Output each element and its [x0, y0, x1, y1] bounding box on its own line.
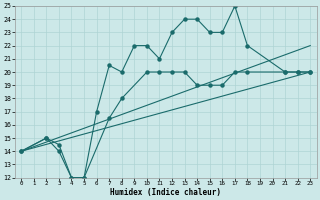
- X-axis label: Humidex (Indice chaleur): Humidex (Indice chaleur): [110, 188, 221, 197]
